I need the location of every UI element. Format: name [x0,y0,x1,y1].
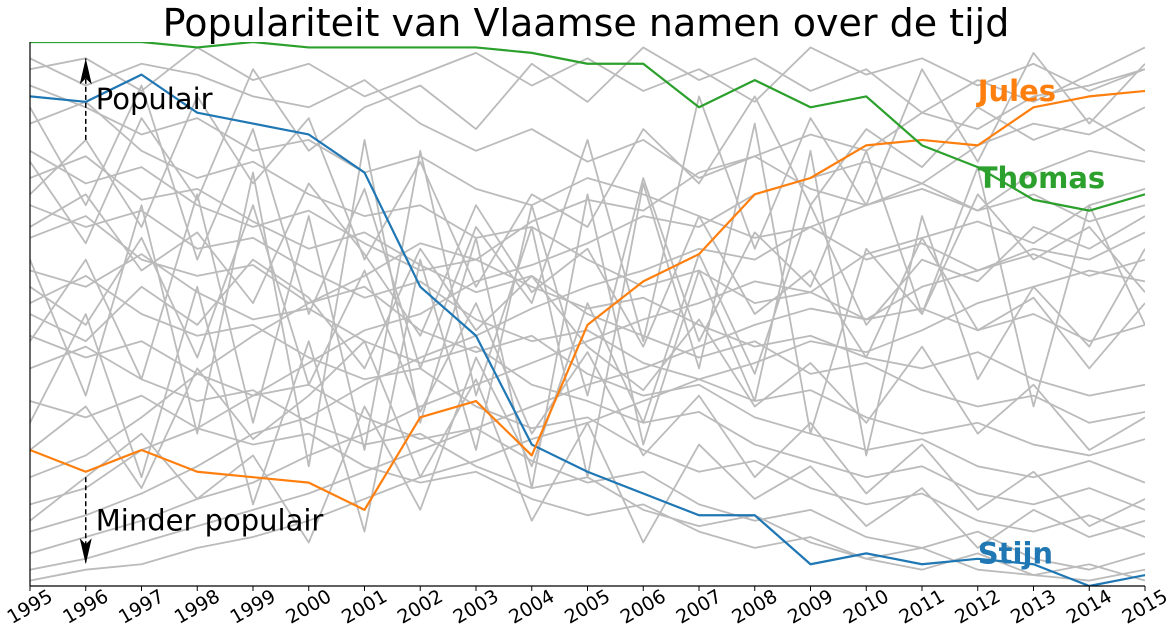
x-tick-label: 2007 [673,585,726,628]
background-series-line [30,204,1145,528]
series-label-jules: Jules [976,74,1056,108]
x-tick-label: 2003 [450,585,503,628]
background-series-line [30,46,1145,103]
x-tick-label: 2009 [784,585,837,628]
x-tick-label: 2001 [338,585,391,628]
chart-title: Populariteit van Vlaamse namen over de t… [163,1,1010,45]
background-series-line [30,231,1145,571]
x-tick-label: 2010 [840,585,893,628]
background-series-line [30,149,1145,533]
x-tick-label: 2004 [505,585,558,628]
background-series-line [30,188,1145,555]
background-series-line [30,215,1145,484]
x-tick-label: 2015 [1119,585,1172,628]
background-series-line [30,247,1145,451]
x-tick-label: 2000 [282,585,335,628]
background-series-line [30,149,1145,533]
x-tick-label: 1999 [227,585,280,628]
series-line-thomas [30,42,1145,212]
highlighted-series-group [30,42,1145,586]
background-series-line [30,182,1145,370]
x-tick-label: 1997 [115,585,168,628]
background-series-line [30,394,1145,582]
x-tick-label: 1996 [59,585,112,628]
background-series-line [30,139,1145,489]
background-series-line [30,275,1145,538]
arrow-down-icon [79,538,92,565]
annotations-group: Populair Minder populair Jules Thomas Stijn [79,58,1105,570]
background-series-line [30,106,1145,506]
annotation-label: Minder populair [96,504,324,538]
series-label-stijn: Stijn [978,536,1053,570]
x-tick-label: 2011 [896,585,949,628]
x-tick-label: 1995 [4,585,57,628]
background-series-line [30,68,1145,479]
x-tick-label: 2013 [1007,585,1060,628]
background-series-line [30,84,1145,277]
x-tick-label: 1998 [171,585,224,628]
background-series-line [30,204,1145,544]
series-label-thomas: Thomas [978,161,1105,195]
x-tick-label: 2014 [1063,585,1116,628]
series-line-jules [30,89,1145,511]
background-series-line [30,95,1145,288]
x-tick-label: 2008 [728,585,781,628]
background-series-line [30,334,1145,571]
series-line-stijn [30,73,1145,586]
x-tick-label: 2012 [951,585,1004,628]
background-series-line [30,150,1145,397]
background-series-line [30,51,1145,370]
x-tick-label: 2006 [617,585,670,628]
x-tick-label: 2005 [561,585,614,628]
x-tick-label: 2002 [394,585,447,628]
background-series-line [30,57,1145,223]
background-series-line [30,122,1145,479]
background-series-line [30,46,1145,245]
background-series-line [30,253,1145,511]
annotation-label: Populair [96,82,213,116]
arrow-up-icon [79,58,92,85]
background-series-group [30,46,1145,582]
background-series-line [30,204,1145,457]
background-series-line [30,340,1145,549]
background-series-line [30,155,1145,424]
